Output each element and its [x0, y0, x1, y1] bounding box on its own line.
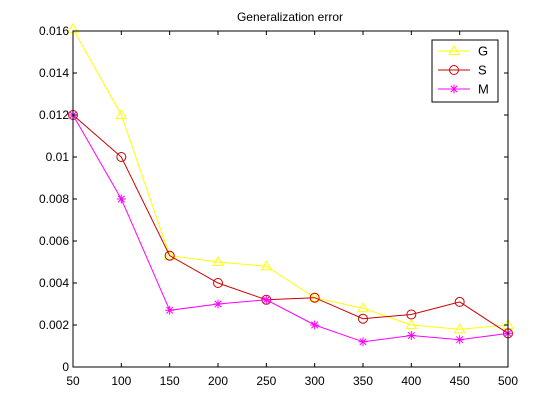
legend-box [431, 39, 499, 103]
y-tick-label: 0 [62, 360, 69, 374]
series-line-S [72, 114, 509, 334]
x-axis: 50 100 150 200 250 300 350 400 450 500 [66, 31, 518, 388]
y-tick-label: 0.004 [39, 276, 69, 290]
data-point-M [261, 295, 271, 305]
data-point-M [310, 320, 320, 330]
data-point-M [165, 305, 175, 315]
data-point-G [260, 260, 273, 271]
data-point-G [453, 323, 466, 334]
y-tick-label: 0.008 [39, 192, 69, 206]
series-line-M [72, 114, 509, 343]
x-tick-label: 200 [208, 374, 228, 388]
data-point-S [309, 292, 320, 303]
data-point-M [455, 335, 465, 345]
x-tick-label: 450 [450, 374, 470, 388]
legend-label-S: S [478, 63, 487, 78]
data-point-M [116, 194, 126, 204]
y-tick-label: 0.006 [39, 234, 69, 248]
x-tick-label: 50 [66, 374, 80, 388]
x-tick-label: 150 [160, 374, 180, 388]
data-point-G [115, 109, 128, 119]
data-point-S [358, 313, 368, 324]
y-tick-label: 0.014 [39, 66, 69, 80]
y-tick-label: 0.01 [46, 150, 70, 164]
data-point-G [212, 256, 224, 266]
y-axis: 0 0.002 0.004 0.006 0.008 0.01 0.012 0.014 0.016 [39, 24, 508, 374]
data-point-S [454, 296, 465, 307]
series-S [68, 110, 513, 339]
y-tick-label: 0.002 [39, 318, 69, 332]
series-G [67, 22, 514, 334]
y-tick-label: 0.012 [39, 108, 69, 122]
y-tick-label: 0.016 [39, 24, 69, 38]
x-tick-label: 250 [256, 374, 276, 388]
legend-marker-M [449, 84, 459, 94]
legend-label-G: G [478, 44, 488, 59]
data-point-S [164, 250, 175, 261]
data-point-M [358, 337, 368, 347]
data-point-S [116, 152, 127, 162]
legend-label-M: M [478, 82, 489, 97]
data-point-G [163, 249, 176, 260]
data-point-S [213, 278, 223, 288]
x-tick-label: 400 [401, 374, 421, 388]
x-tick-label: 500 [498, 374, 518, 388]
legend: GSM [431, 39, 499, 103]
data-point-S [406, 309, 417, 320]
x-tick-label: 300 [305, 374, 325, 388]
legend-marker-S [449, 65, 459, 75]
data-point-G [308, 291, 321, 302]
data-point-M [213, 299, 223, 309]
x-tick-label: 100 [111, 374, 131, 388]
data-point-G [405, 319, 418, 329]
series-line-G [72, 28, 509, 330]
data-point-G [357, 302, 369, 313]
series-M [68, 110, 513, 347]
x-tick-label: 350 [353, 374, 373, 388]
legend-marker-G [448, 45, 460, 55]
chart-title: Generalization error [237, 10, 343, 24]
data-point-M [406, 331, 416, 340]
